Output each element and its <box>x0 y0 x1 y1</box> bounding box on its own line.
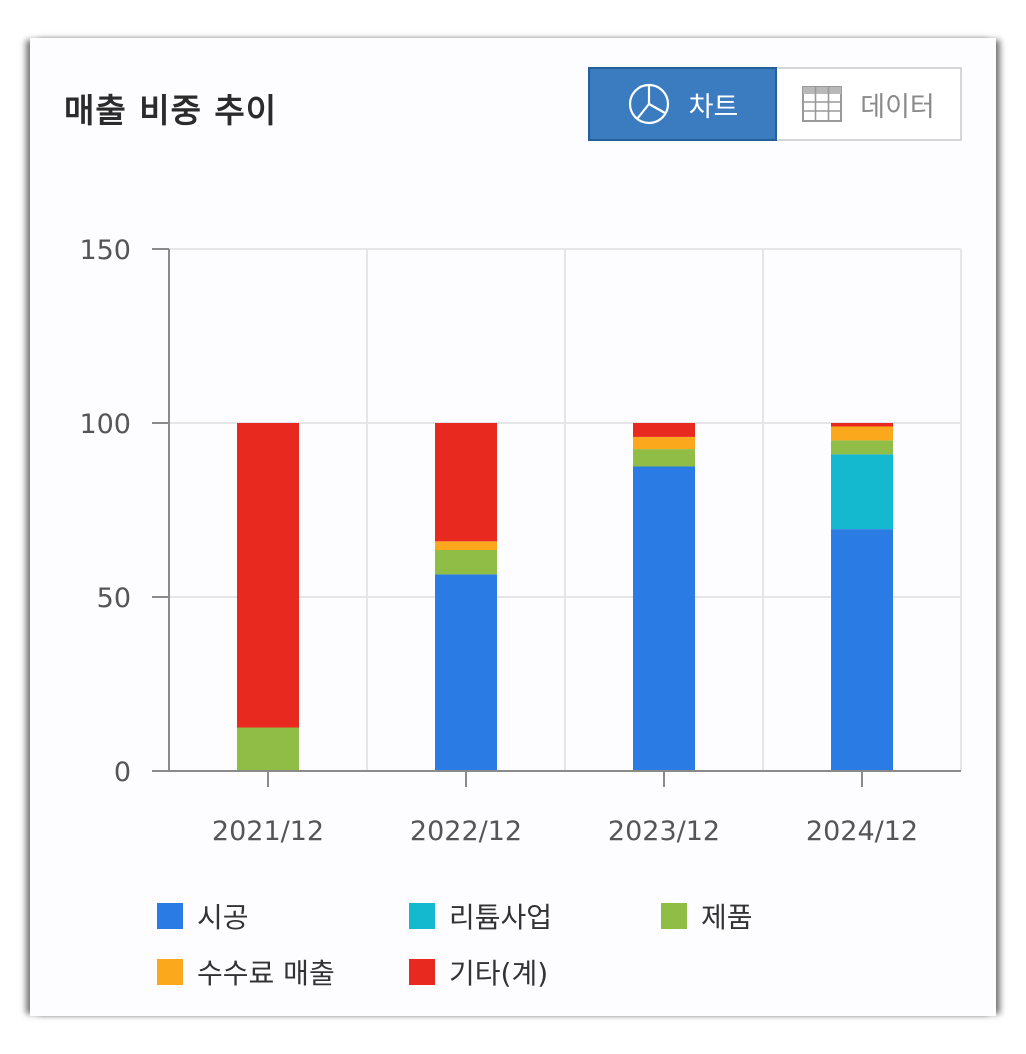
bar-segment <box>237 423 299 728</box>
y-tick-label: 100 <box>79 409 131 440</box>
view-toggle: 차트 데이터 <box>588 67 962 141</box>
legend-item[interactable]: 시공 <box>157 896 249 936</box>
legend-label: 수수료 매출 <box>197 957 335 990</box>
legend-label: 제품 <box>701 901 753 934</box>
table-grid-icon <box>802 86 843 122</box>
legend-swatch <box>661 903 687 929</box>
legend-item[interactable]: 수수료 매출 <box>157 952 335 992</box>
legend-label: 리튬사업 <box>449 901 553 934</box>
bar-segment <box>633 423 695 437</box>
y-tick-label: 50 <box>97 583 131 614</box>
page-title: 매출 비중 추이 <box>64 91 278 130</box>
bar-segment <box>831 529 893 771</box>
x-tick-label: 2021/12 <box>212 816 324 847</box>
y-tick-label: 0 <box>114 757 131 788</box>
pie-chart-icon <box>628 83 669 125</box>
chart-view-label: 차트 <box>688 91 739 123</box>
y-tick-label: 150 <box>79 235 131 266</box>
legend-swatch <box>409 959 435 985</box>
data-view-button[interactable]: 데이터 <box>777 67 962 141</box>
bar-segment <box>633 466 695 771</box>
bar-segment <box>831 454 893 530</box>
bar-segment <box>435 574 497 771</box>
legend-item[interactable]: 제품 <box>661 896 753 936</box>
legend-swatch <box>409 903 435 929</box>
chart-view-button[interactable]: 차트 <box>588 67 777 141</box>
legend-swatch <box>157 903 183 929</box>
bar-segment <box>435 423 497 542</box>
bar-segment <box>435 550 497 575</box>
bar-segment <box>831 426 893 441</box>
bar-segment <box>633 449 695 467</box>
bar-segment <box>831 423 893 427</box>
legend-swatch <box>157 959 183 985</box>
bar-segment <box>237 727 299 771</box>
x-tick-label: 2024/12 <box>806 816 918 847</box>
legend-item[interactable]: 리튬사업 <box>409 896 552 936</box>
bar-segment <box>435 541 497 551</box>
bar-segment <box>831 440 893 455</box>
legend-label: 시공 <box>197 901 249 934</box>
data-view-label: 데이터 <box>860 91 935 123</box>
x-tick-label: 2022/12 <box>410 816 522 847</box>
bar-segment <box>633 436 695 450</box>
legend-item[interactable]: 기타(계) <box>409 952 548 992</box>
legend-label: 기타(계) <box>449 957 549 990</box>
x-tick-label: 2023/12 <box>608 816 720 847</box>
